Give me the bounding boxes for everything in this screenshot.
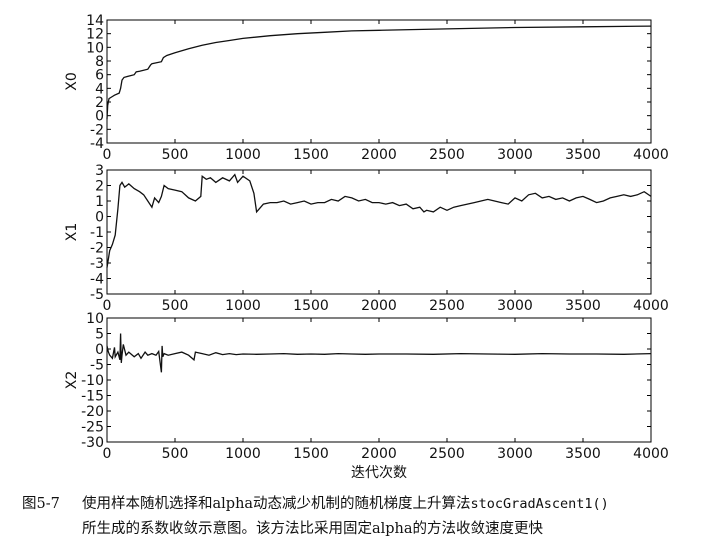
y-tick-label: -3 xyxy=(90,256,104,272)
y-axis-label: X0 xyxy=(64,72,80,91)
x-tick-label: 2000 xyxy=(361,147,397,163)
y-tick-label: 1 xyxy=(95,194,104,210)
x-tick-label: 4000 xyxy=(633,298,669,314)
y-tick-label: -5 xyxy=(90,287,104,303)
x-tick-label: 2500 xyxy=(429,446,465,462)
x-tick-label: 1500 xyxy=(293,298,329,314)
y-tick-label: 14 xyxy=(86,13,104,29)
y-axis-label: X1 xyxy=(64,223,80,242)
y-tick-label: 2 xyxy=(95,95,104,111)
subplot-0: 0 500 1000 1500 2000 2500 3000 3500 4000-4-20246… xyxy=(64,13,669,163)
plot-frame xyxy=(106,169,652,295)
caption-line-2: 所生成的系数收敛示意图。该方法比采用固定alpha的方法收敛速度更快 xyxy=(82,521,544,537)
x-tick-label: 3000 xyxy=(497,298,533,314)
caption-code: stocGradAscent1() xyxy=(470,496,609,512)
x-tick-label: 2000 xyxy=(361,446,397,462)
figure-caption: 图5-7 使用样本随机选择和alpha动态减少机制的随机梯度上升算法stocGra… xyxy=(22,492,702,542)
y-tick-label: 8 xyxy=(95,54,104,70)
x-tick-label: 4000 xyxy=(633,147,669,163)
y-tick-label: 3 xyxy=(95,163,104,179)
y-tick-label: 10 xyxy=(86,40,104,56)
series-line xyxy=(106,333,652,373)
y-tick-label: 0 xyxy=(95,210,104,226)
x-tick-label: 3000 xyxy=(497,147,533,163)
subplot-1: 0 500 1000 1500 2000 2500 3000 3500 4000 -5-4-3-2… xyxy=(64,163,669,314)
y-tick-label: 12 xyxy=(86,27,104,43)
x-tick-label: 1500 xyxy=(293,147,329,163)
x-axis-label: 迭代次数 xyxy=(351,465,407,481)
y-tick-label: 5 xyxy=(95,327,104,343)
y-tick-label: -15 xyxy=(81,389,104,405)
x-tick-label: 0 xyxy=(103,147,112,163)
x-tick-label: 3000 xyxy=(497,446,533,462)
y-tick-label: 6 xyxy=(95,68,104,84)
y-tick-label: -25 xyxy=(81,420,104,436)
y-axis-label: X2 xyxy=(64,371,80,390)
plot-frame xyxy=(106,19,652,144)
x-tick-label: 500 xyxy=(162,446,189,462)
y-tick-label: -1 xyxy=(90,225,104,241)
x-tick-label: 500 xyxy=(162,147,189,163)
x-tick-label: 1000 xyxy=(225,446,261,462)
x-tick-label: 4000 xyxy=(633,446,669,462)
x-tick-label: 3500 xyxy=(565,147,601,163)
y-tick-label: -20 xyxy=(81,404,104,420)
y-tick-label: -30 xyxy=(81,435,104,451)
figure-number: 图5-7 xyxy=(22,496,60,512)
x-tick-label: 1500 xyxy=(293,446,329,462)
x-tick-label: 1000 xyxy=(225,298,261,314)
y-tick-label: -2 xyxy=(90,122,104,138)
y-tick-label: -10 xyxy=(81,373,104,389)
y-tick-label: -5 xyxy=(90,358,104,374)
y-tick-label: -4 xyxy=(90,272,104,288)
caption-text-1: 使用样本随机选择和alpha动态减少机制的随机梯度上升算法 xyxy=(82,496,471,512)
series-line xyxy=(106,173,652,268)
y-tick-label: 0 xyxy=(95,342,104,358)
y-tick-label: 2 xyxy=(95,179,104,195)
y-tick-label: 0 xyxy=(95,109,104,125)
x-tick-label: 2500 xyxy=(429,298,465,314)
x-tick-label: 1000 xyxy=(225,147,261,163)
series-line xyxy=(106,25,652,120)
x-tick-label: 2500 xyxy=(429,147,465,163)
x-tick-label: 500 xyxy=(162,298,189,314)
y-tick-label: -4 xyxy=(90,136,104,152)
x-tick-label: 0 xyxy=(103,446,112,462)
y-tick-label: 10 xyxy=(86,311,104,327)
plot-frame xyxy=(106,317,652,443)
subplot-2: 0 500 1000 1500 2000 2500 3000 3500 4000 -30-25-2… xyxy=(64,311,669,481)
x-tick-label: 2000 xyxy=(361,298,397,314)
x-tick-label: 0 xyxy=(103,298,112,314)
x-tick-label: 3500 xyxy=(565,298,601,314)
caption-line-1: 图5-7 使用样本随机选择和alpha动态减少机制的随机梯度上升算法stocGra… xyxy=(22,492,702,517)
y-tick-label: 4 xyxy=(95,81,104,97)
x-tick-label: 3500 xyxy=(565,446,601,462)
y-tick-label: -2 xyxy=(90,241,104,257)
